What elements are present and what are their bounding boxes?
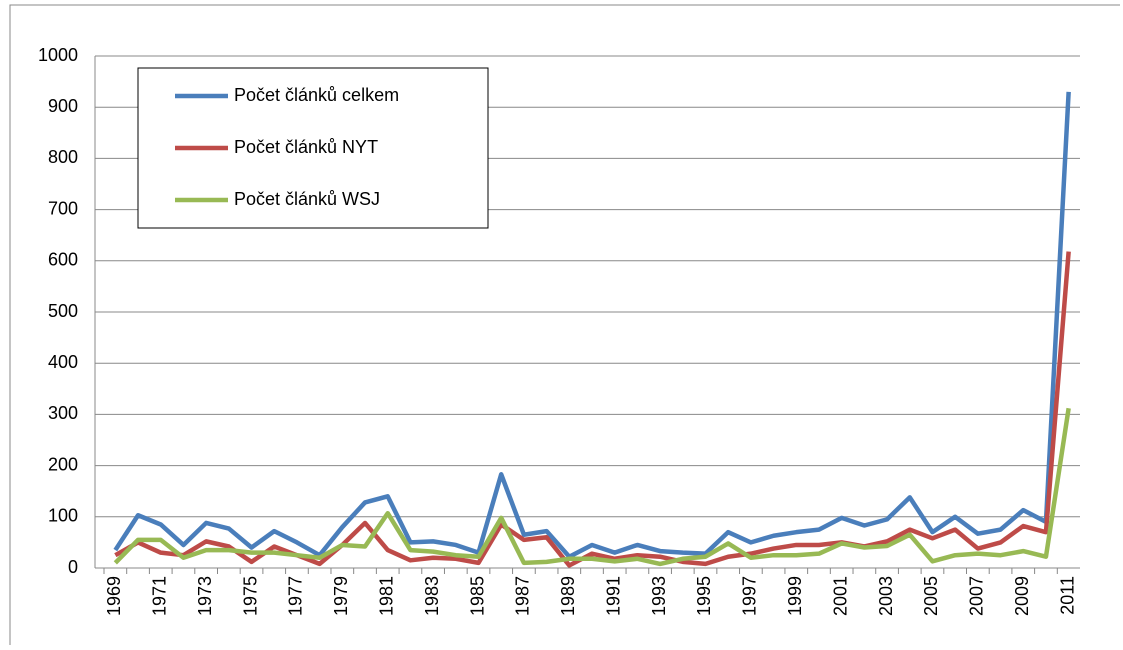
- series-line: [113, 91, 1071, 559]
- y-tick-label: 500: [48, 301, 78, 321]
- x-tick-label: 1971: [149, 576, 169, 616]
- series-line: [113, 407, 1071, 567]
- x-tick-label: 1983: [422, 576, 442, 616]
- y-tick-label: 200: [48, 454, 78, 474]
- x-tick-label: 2005: [921, 576, 941, 616]
- x-tick-label: 1977: [286, 576, 306, 616]
- x-tick-label: 1999: [785, 576, 805, 616]
- x-tick-label: 1981: [376, 576, 396, 616]
- y-tick-label: 600: [48, 250, 78, 270]
- x-tick-label: 2003: [876, 576, 896, 616]
- y-tick-label: 800: [48, 147, 78, 167]
- x-tick-label: 1989: [558, 576, 578, 616]
- x-tick-label: 2001: [830, 576, 850, 616]
- x-tick-label: 1991: [603, 576, 623, 616]
- x-tick-label: 1987: [513, 576, 533, 616]
- legend-label: Počet článků NYT: [234, 137, 378, 157]
- x-tick-label: 1969: [104, 576, 124, 616]
- x-tick-label: 2009: [1012, 576, 1032, 616]
- x-tick-label: 1975: [240, 576, 260, 616]
- legend-label: Počet článků WSJ: [234, 189, 380, 209]
- chart-frame: [9, 4, 1120, 645]
- x-tick-label: 1997: [740, 576, 760, 616]
- series-line: [114, 251, 1071, 568]
- x-tick-label: 1979: [331, 576, 351, 616]
- x-tick-label: 1985: [467, 576, 487, 616]
- x-tick-label: 1993: [649, 576, 669, 616]
- y-tick-label: 100: [48, 506, 78, 526]
- x-tick-label: 2011: [1057, 576, 1077, 615]
- y-tick-label: 700: [48, 198, 78, 218]
- x-tick-label: 2007: [967, 576, 987, 616]
- x-tick-label: 1995: [694, 576, 714, 616]
- x-tick-label: 1973: [195, 576, 215, 616]
- legend-label: Počet článků celkem: [234, 85, 399, 105]
- y-tick-label: 900: [48, 96, 78, 116]
- y-tick-label: 0: [68, 557, 78, 577]
- y-tick-label: 1000: [38, 45, 78, 65]
- y-tick-label: 300: [48, 403, 78, 423]
- y-tick-label: 400: [48, 352, 78, 372]
